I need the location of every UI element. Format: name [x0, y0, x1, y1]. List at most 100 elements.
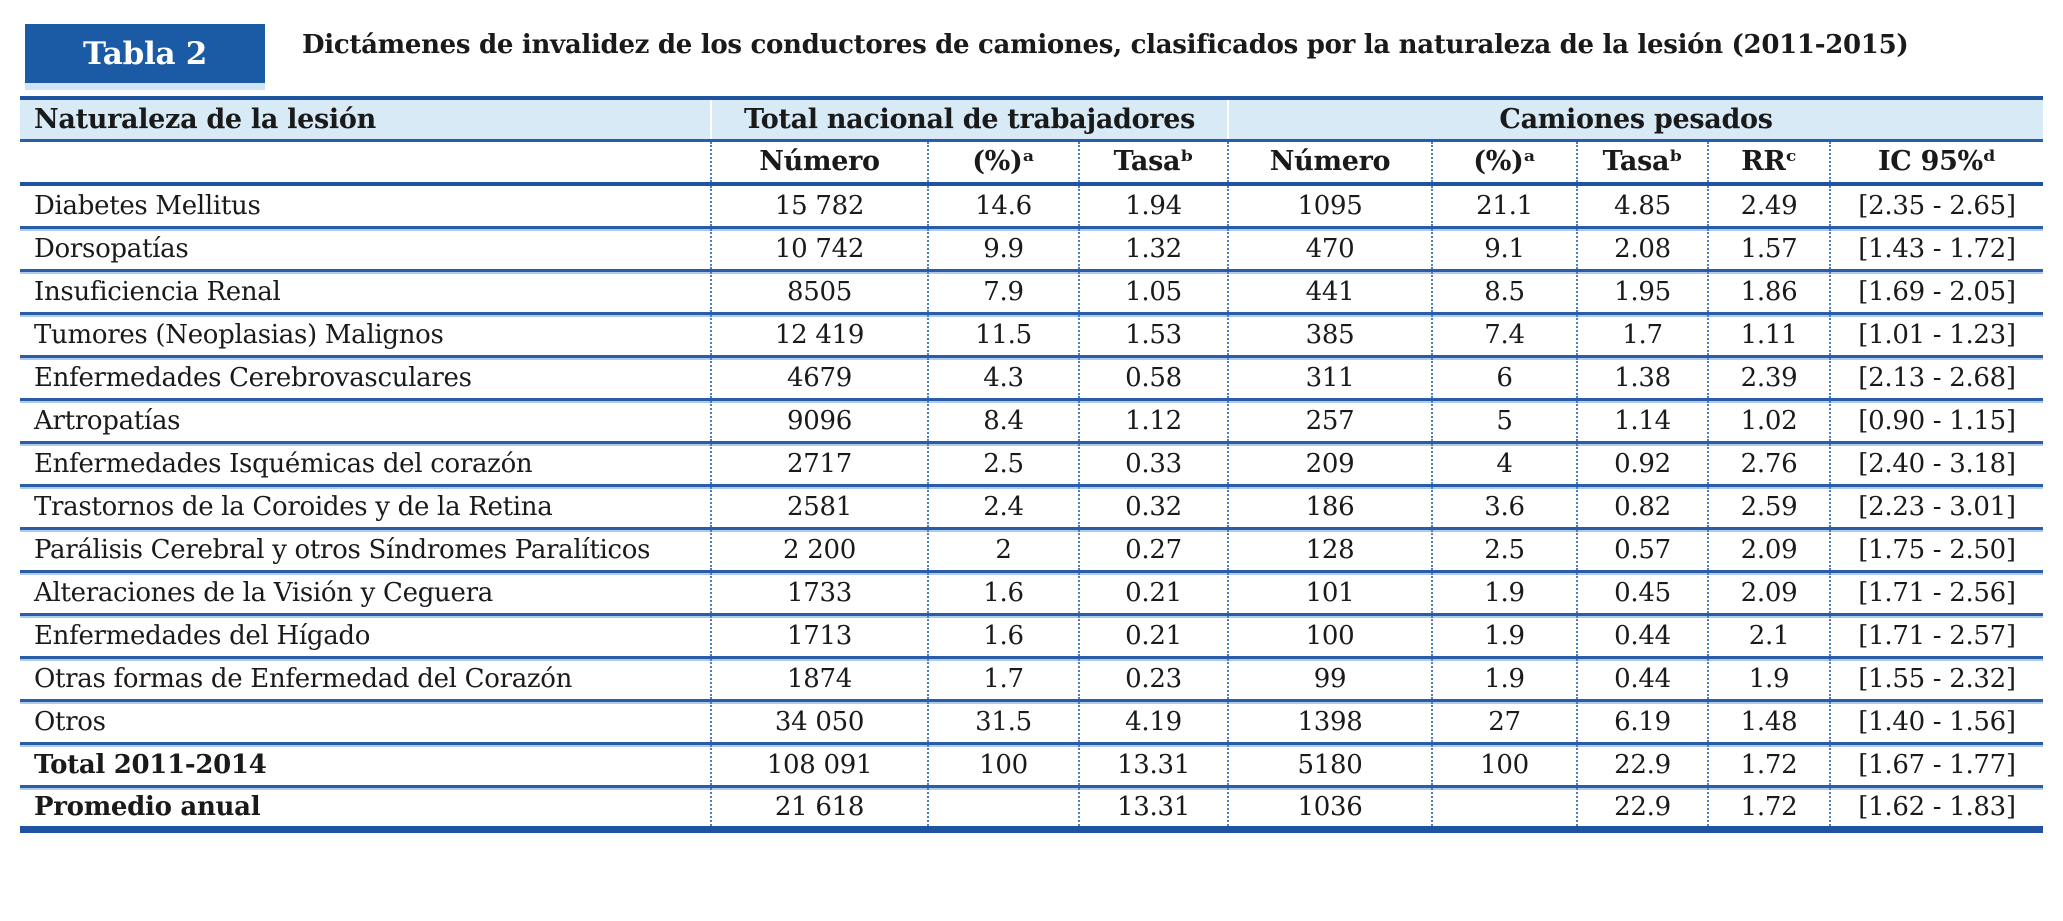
value-cell: [2.13 - 2.68] — [1829, 354, 2044, 399]
value-cell: 2.5 — [927, 440, 1079, 485]
value-cell: 1.94 — [1077, 184, 1229, 227]
value-cell: [1.69 - 2.05] — [1829, 268, 2044, 313]
value-cell: [1.67 - 1.77] — [1829, 741, 2044, 786]
value-cell: [1.40 - 1.56] — [1829, 698, 2044, 743]
table-row: Tumores (Neoplasias) Malignos 12 419 11.5 1… — [20, 311, 2044, 356]
lesion-label: Diabetes Mellitus — [34, 190, 261, 221]
value-cell: 1.11 — [1707, 311, 1831, 356]
value-cell: 1095 — [1227, 184, 1433, 227]
value-cell: 0.21 — [1077, 569, 1229, 614]
value-cell: 34 050 — [710, 698, 928, 743]
value-cell: 13.31 — [1077, 741, 1229, 786]
value-cell: [1.43 - 1.72] — [1829, 225, 2044, 270]
value-cell: 385 — [1227, 311, 1433, 356]
lesion-label: Insuficiencia Renal — [20, 268, 711, 313]
value-cell: 0.44 — [1576, 612, 1709, 657]
value-cell: 128 — [1227, 526, 1433, 571]
value-cell: 4679 — [710, 354, 928, 399]
lesion-label: Artropatías — [20, 397, 711, 442]
value-cell: 0.33 — [1077, 440, 1229, 485]
lesion-label: Otras formas de Enfermedad del Corazón — [20, 655, 711, 700]
sub-header-numero-national: Número — [710, 140, 928, 186]
value-cell: 2.08 — [1576, 225, 1709, 270]
table-row: Enfermedades Cerebrovasculares 4679 4.3 0.5… — [20, 354, 2044, 399]
table-row: Diabetes Mellitus 15 782 14.6 1.94 1095 21.1 4… — [20, 184, 2044, 227]
value-cell: 11.5 — [927, 311, 1079, 356]
table-body: Diabetes Mellitus 15 782 14.6 1.94 1095 21.1 4… — [20, 184, 2044, 829]
value-cell: 1.72 — [1707, 784, 1831, 829]
value-cell: 209 — [1227, 440, 1433, 485]
value-cell: 2.1 — [1707, 612, 1831, 657]
lesion-label: Trastornos de la Coroides y de la Retina — [20, 483, 711, 528]
value-cell: 2.4 — [927, 483, 1079, 528]
value-cell: 1.86 — [1707, 268, 1831, 313]
value-cell: [1.55 - 2.32] — [1829, 655, 2044, 700]
value-cell: 1.9 — [1431, 655, 1578, 700]
value-cell — [1431, 784, 1578, 829]
value-cell: 21.1 — [1431, 184, 1578, 227]
sub-header-tasa-trucks: Tasaᵇ — [1576, 140, 1709, 186]
group-header-heavy-trucks: Camiones pesados — [1227, 98, 2044, 142]
value-cell: 1.6 — [927, 612, 1079, 657]
value-cell: 2.09 — [1707, 569, 1831, 614]
lesion-label: Enfermedades Cerebrovasculares — [20, 354, 711, 399]
value-cell: 4.85 — [1576, 184, 1709, 227]
value-cell: 27 — [1431, 698, 1578, 743]
value-cell: 2.09 — [1707, 526, 1831, 571]
value-cell: 1.9 — [1431, 569, 1578, 614]
value-cell: 100 — [927, 741, 1079, 786]
value-cell: 1874 — [710, 655, 928, 700]
sub-header-empty — [20, 140, 711, 186]
value-cell: [2.40 - 3.18] — [1829, 440, 2044, 485]
lesion-label: Promedio anual — [20, 784, 711, 829]
value-cell: 441 — [1227, 268, 1433, 313]
sub-header-rr: RRᶜ — [1707, 140, 1831, 186]
value-cell: 0.92 — [1576, 440, 1709, 485]
value-cell: 1.14 — [1576, 397, 1709, 442]
value-cell: 0.57 — [1576, 526, 1709, 571]
value-cell: 1.7 — [1576, 311, 1709, 356]
table-row: Promedio anual 21 618 13.31 1036 22.9 1.72 [1.… — [20, 784, 2044, 829]
value-cell: 22.9 — [1576, 741, 1709, 786]
value-cell: 9.9 — [927, 225, 1079, 270]
value-cell: 1713 — [710, 612, 928, 657]
value-cell: [1.01 - 1.23] — [1829, 311, 2044, 356]
value-cell: 0.21 — [1077, 612, 1229, 657]
lesion-label: Tumores (Neoplasias) Malignos — [20, 311, 711, 356]
value-cell: 1.95 — [1576, 268, 1709, 313]
table-row: Parálisis Cerebral y otros Síndromes Par… — [20, 526, 2044, 571]
value-cell: 8505 — [710, 268, 928, 313]
value-cell: 1.05 — [1077, 268, 1229, 313]
value-cell: 99 — [1227, 655, 1433, 700]
value-cell: 2581 — [710, 483, 928, 528]
table-row: Alteraciones de la Visión y Ceguera 1733 1… — [20, 569, 2044, 614]
lesion-label: Parálisis Cerebral y otros Síndromes Par… — [20, 526, 711, 571]
value-cell: 5 — [1431, 397, 1578, 442]
table-row: Trastornos de la Coroides y de la Retina… — [20, 483, 2044, 528]
value-cell: 22.9 — [1576, 784, 1709, 829]
value-cell: 2.5 — [1431, 526, 1578, 571]
value-cell: 0.23 — [1077, 655, 1229, 700]
sub-header-percent-trucks: (%)ᵃ — [1431, 140, 1578, 186]
value-cell: 108 091 — [710, 741, 928, 786]
value-cell: [1.71 - 2.56] — [1829, 569, 2044, 614]
value-cell: 9.1 — [1431, 225, 1578, 270]
value-cell: [1.71 - 2.57] — [1829, 612, 2044, 657]
table-row: Enfermedades del Hígado 1713 1.6 0.21 100 1.9… — [20, 612, 2044, 657]
value-cell: 1.38 — [1576, 354, 1709, 399]
value-cell: 2.59 — [1707, 483, 1831, 528]
value-cell: 1.7 — [927, 655, 1079, 700]
value-cell: 9096 — [710, 397, 928, 442]
value-cell: 101 — [1227, 569, 1433, 614]
value-cell: 4.3 — [927, 354, 1079, 399]
lesion-label: Alteraciones de la Visión y Ceguera — [20, 569, 711, 614]
value-cell: 6.19 — [1576, 698, 1709, 743]
value-cell: 1.48 — [1707, 698, 1831, 743]
table-header-band: Tabla 2 Dictámenes de invalidez de los c… — [0, 0, 2063, 96]
lesion-label: Enfermedades Isquémicas del corazón — [20, 440, 711, 485]
value-cell: 2717 — [710, 440, 928, 485]
group-header-row: Naturaleza de la lesión Total nacional d… — [20, 98, 2044, 142]
value-cell — [927, 784, 1079, 829]
value-cell: 100 — [1227, 612, 1433, 657]
table-row: Dorsopatías 10 742 9.9 1.32 470 9.1 2.08 1.57 [1… — [20, 225, 2044, 270]
